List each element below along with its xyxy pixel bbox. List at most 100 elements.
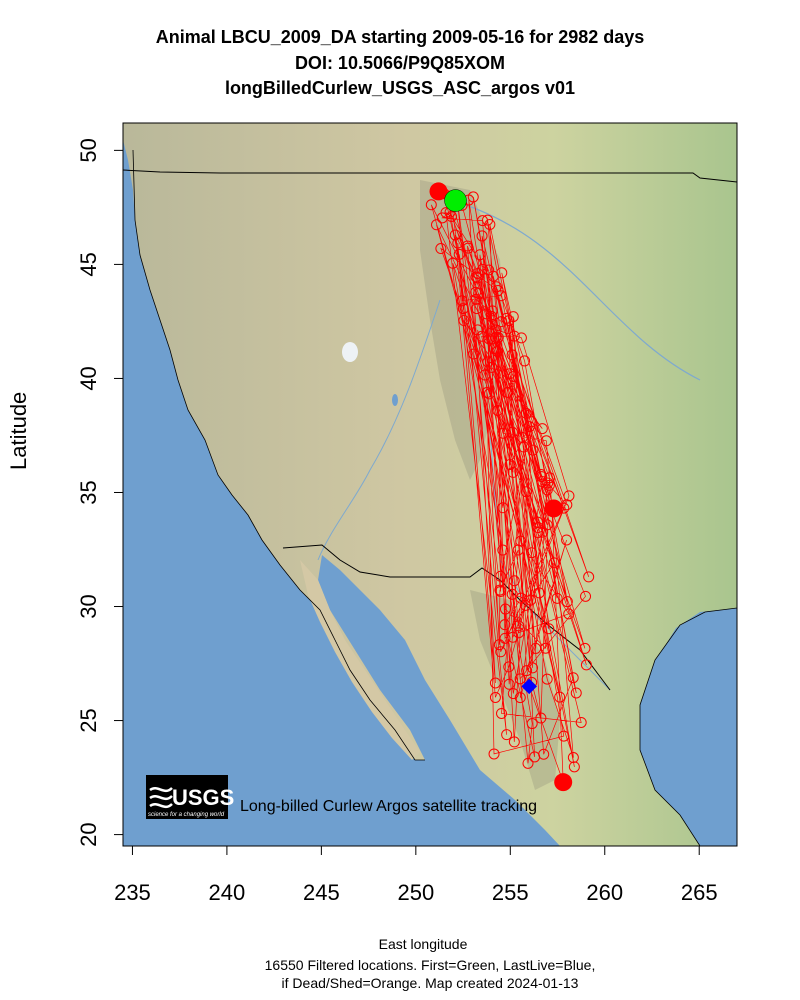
gulf-coastline <box>639 607 737 846</box>
location-point <box>540 435 552 447</box>
location-point <box>515 332 527 344</box>
location-point <box>561 596 573 608</box>
great-salt-lake <box>342 342 358 362</box>
location-point <box>541 673 553 685</box>
map-caption: Long-billed Curlew Argos satellite track… <box>240 798 537 815</box>
location-point <box>470 286 482 298</box>
usgs-logo-tagline: science for a changing world <box>148 812 225 818</box>
location-point <box>449 229 461 241</box>
location-point <box>482 356 494 368</box>
location-point <box>543 623 555 635</box>
location-point <box>497 544 509 556</box>
location-point <box>503 678 515 690</box>
location-point <box>481 387 493 399</box>
location-point <box>471 303 483 315</box>
y-axis: 20 25 30 35 40 45 50 <box>76 138 123 847</box>
location-point <box>453 248 465 260</box>
location-point <box>551 592 563 604</box>
location-point <box>536 423 548 435</box>
colorado-river <box>317 299 441 561</box>
footnote-line-1: 16550 Filtered locations. First=Green, L… <box>264 957 596 973</box>
location-point <box>529 751 541 763</box>
location-point <box>477 215 489 227</box>
x-tick-label: 260 <box>586 880 623 905</box>
location-point <box>503 315 515 327</box>
location-point <box>436 212 448 224</box>
location-point <box>495 290 507 302</box>
location-point <box>523 421 535 433</box>
x-tick-label: 240 <box>209 880 246 905</box>
location-point <box>535 712 547 724</box>
location-point <box>495 570 507 582</box>
location-point <box>520 486 532 498</box>
location-point <box>489 677 501 689</box>
location-point <box>504 368 516 380</box>
location-point <box>483 333 495 345</box>
location-point <box>491 346 503 358</box>
lake-powell <box>392 394 398 406</box>
location-point <box>506 349 518 361</box>
location-point <box>492 405 504 417</box>
location-point <box>568 761 580 773</box>
location-point <box>527 444 539 456</box>
location-point <box>504 459 516 471</box>
location-point <box>486 361 498 373</box>
x-axis: 235 240 245 250 255 260 265 <box>114 846 718 905</box>
location-point <box>507 466 519 478</box>
location-point <box>472 272 484 284</box>
location-point <box>447 257 459 269</box>
x-tick-label: 265 <box>681 880 718 905</box>
location-point <box>563 490 575 502</box>
location-point <box>561 534 573 546</box>
y-tick-label: 50 <box>76 138 101 162</box>
x-tick-label: 250 <box>397 880 434 905</box>
location-point <box>533 587 545 599</box>
location-point <box>580 590 592 602</box>
plot-frame <box>122 122 738 847</box>
location-point <box>493 639 505 651</box>
x-axis-label: East longitude <box>378 936 468 952</box>
location-point <box>508 575 520 587</box>
location-point <box>540 642 552 654</box>
y-axis-label: Latitude <box>6 391 31 470</box>
location-point <box>425 199 437 211</box>
location-point <box>456 295 468 307</box>
location-point <box>563 608 575 620</box>
location-point <box>476 330 488 342</box>
title-line-1: Animal LBCU_2009_DA starting 2009-05-16 … <box>155 27 645 47</box>
track-line <box>430 193 590 783</box>
location-point <box>452 237 464 249</box>
location-point <box>521 665 533 677</box>
usgs-logo: USGS science for a changing world <box>146 775 234 819</box>
location-point <box>513 627 525 639</box>
location-point <box>532 516 544 528</box>
location-point <box>489 691 501 703</box>
location-point <box>548 557 560 569</box>
location-point <box>468 348 480 360</box>
location-point <box>492 331 504 343</box>
location-point <box>512 544 524 556</box>
location-point <box>542 477 554 489</box>
location-point <box>470 271 482 283</box>
location-point <box>490 332 502 344</box>
location-point <box>527 662 539 674</box>
location-point <box>541 484 553 496</box>
location-point <box>506 426 518 438</box>
location-point <box>520 599 532 611</box>
footnote-line-2: if Dead/Shed=Orange. Map created 2024-01… <box>281 975 579 991</box>
location-point <box>526 416 538 428</box>
location-point <box>458 315 470 327</box>
location-point <box>526 547 538 559</box>
location-point <box>501 729 513 741</box>
location-point <box>526 718 538 730</box>
location-point <box>499 603 511 615</box>
location-point <box>567 752 579 764</box>
usgs-wave-icon <box>149 787 173 809</box>
location-point <box>470 293 482 305</box>
location-point <box>488 343 500 355</box>
location-point <box>507 371 519 383</box>
location-point <box>461 240 473 252</box>
location-point <box>580 659 592 671</box>
title-line-2: DOI: 10.5066/P9Q85XOM <box>294 53 506 73</box>
